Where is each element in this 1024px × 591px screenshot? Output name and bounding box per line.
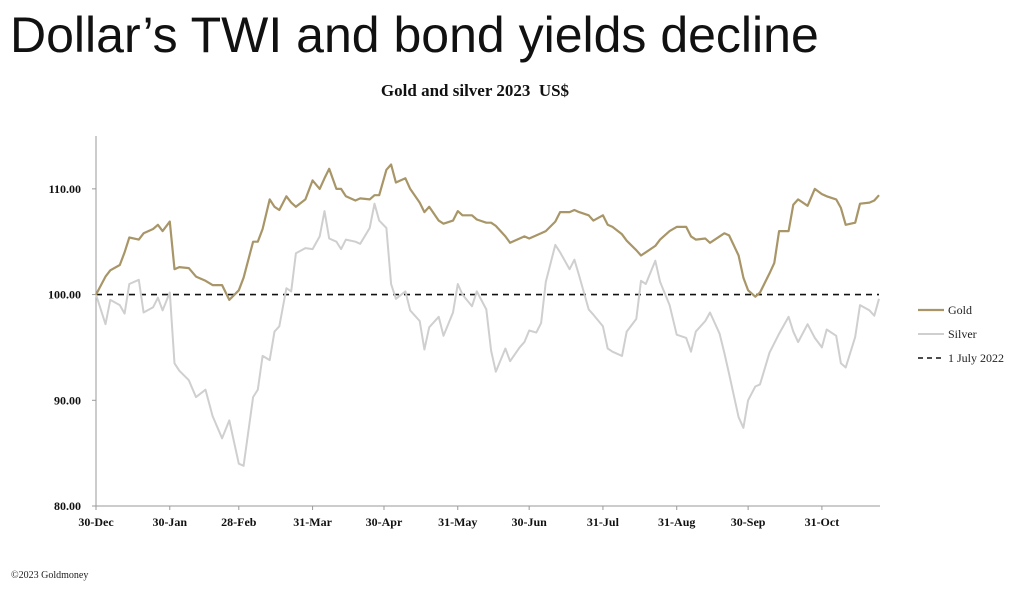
x-tick-label: 31-Oct — [805, 515, 840, 529]
legend-label: 1 July 2022 — [948, 351, 1004, 365]
copyright-notice: ©2023 Goldmoney — [11, 570, 89, 581]
x-tick-label: 30-Dec — [78, 515, 114, 529]
y-tick-label: 110.00 — [49, 182, 81, 196]
y-tick-label: 80.00 — [54, 499, 81, 513]
x-tick-label: 31-Mar — [293, 515, 332, 529]
x-tick-label: 31-May — [438, 515, 477, 529]
y-tick-label: 90.00 — [54, 393, 81, 407]
x-tick-label: 30-Jun — [511, 515, 547, 529]
chart-title: Gold and silver 2023 US$ — [380, 81, 570, 100]
x-tick-label: 30-Sep — [731, 515, 766, 529]
chart-axes: 80.00 90.00 100.00 110.00 30-Dec 30-Jan 28-Feb… — [48, 136, 880, 529]
legend-label: Gold — [948, 303, 972, 317]
x-tick-label: 31-Aug — [658, 515, 695, 529]
slide-title: Dollar’s TWI and bond yields decline — [10, 7, 819, 63]
x-tick-label: 31-Jul — [587, 515, 620, 529]
y-tick-label: 100.00 — [48, 288, 81, 302]
x-tick-label: 28-Feb — [221, 515, 257, 529]
legend-label: Silver — [948, 327, 977, 341]
series-line-gold — [95, 163, 880, 301]
chart-legend: Gold Silver 1 July 2022 — [918, 303, 1004, 365]
x-tick-label: 30-Apr — [366, 515, 403, 529]
chart-series — [95, 163, 880, 467]
series-line-silver — [95, 202, 880, 467]
x-tick-label: 30-Jan — [152, 515, 187, 529]
